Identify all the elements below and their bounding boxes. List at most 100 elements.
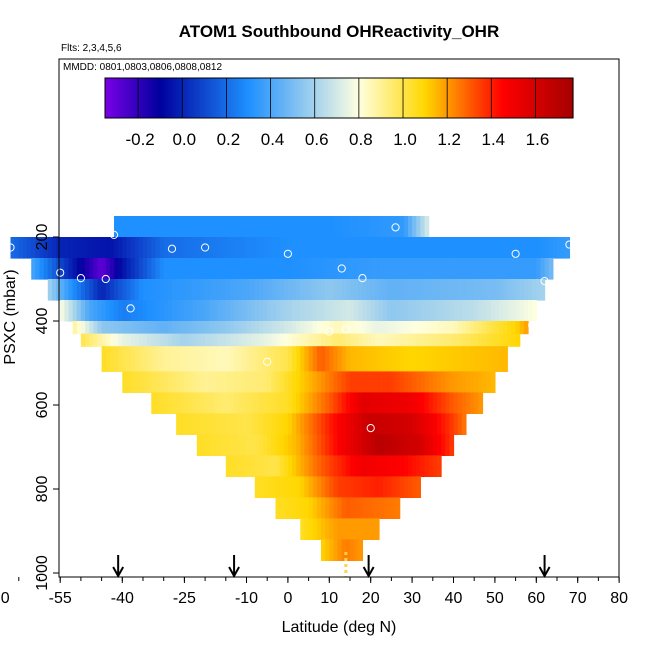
heatmap-cell (354, 518, 359, 540)
heatmap-cell (308, 216, 314, 238)
heatmap-cell (279, 279, 285, 301)
flight-marker (461, 454, 471, 463)
heatmap-cell (246, 392, 252, 414)
heatmap-cell (378, 216, 384, 238)
heatmap-cell (321, 279, 326, 301)
heatmap-cell (532, 300, 537, 322)
heatmap-cell (378, 392, 384, 414)
heatmap-cell (354, 413, 359, 435)
heatmap-cell (399, 216, 405, 238)
heatmap-cell (97, 258, 103, 280)
colorbar-swatch (553, 78, 556, 118)
heatmap-cell (329, 392, 335, 414)
heatmap-cell (350, 497, 355, 519)
heatmap-cell (321, 497, 326, 519)
heatmap-cell (341, 237, 347, 259)
heatmap-cell (486, 371, 492, 393)
colorbar-swatch (171, 78, 175, 118)
heatmap-cell (478, 346, 484, 372)
heatmap-cell (436, 413, 442, 435)
heatmap-cell (308, 476, 314, 498)
heatmap-cell (271, 476, 277, 498)
heatmap-cell (366, 455, 372, 477)
heatmap-cell (126, 300, 132, 322)
heatmap-cell (325, 237, 330, 259)
heatmap-cell (167, 346, 173, 372)
heatmap-cell (250, 258, 256, 280)
heatmap-cell (333, 371, 339, 393)
colorbar-swatch (129, 78, 133, 118)
heatmap-cell (436, 455, 442, 477)
heatmap-cell (105, 333, 111, 347)
heatmap-cell (180, 346, 185, 372)
heatmap-cell (134, 371, 140, 393)
heatmap-cell (445, 333, 450, 347)
colorbar-swatch (173, 78, 177, 118)
heatmap-cell (225, 371, 231, 393)
heatmap-cell (209, 413, 214, 435)
heatmap-cell (225, 346, 231, 372)
heatmap-cell (312, 346, 318, 372)
heatmap-cell (333, 279, 339, 301)
heatmap-cell (350, 216, 355, 238)
heatmap-cell (184, 279, 190, 301)
heatmap-cell (171, 258, 177, 280)
heatmap-cell (428, 392, 434, 414)
heatmap-cell (287, 237, 293, 259)
heatmap-cell (279, 497, 285, 519)
heatmap-cell (499, 321, 504, 335)
heatmap-cell (97, 279, 103, 301)
colorbar-swatch (217, 78, 221, 118)
heatmap-cell (358, 216, 364, 238)
heatmap-cell (395, 216, 401, 238)
colorbar-swatch (372, 78, 375, 118)
heatmap-cell (47, 279, 53, 301)
heatmap-cell (300, 333, 306, 347)
colorbar-swatch (555, 78, 559, 118)
heatmap-cell (416, 434, 421, 456)
heatmap-cell (151, 333, 157, 347)
heatmap-cell (482, 300, 488, 322)
heatmap-cell (453, 300, 459, 322)
heatmap-cell (370, 216, 376, 238)
heatmap-cell (378, 346, 384, 372)
heatmap-cell (345, 434, 351, 456)
heatmap-cell (176, 413, 181, 435)
colorbar-tick-label: 0.2 (217, 130, 241, 149)
heatmap-cell (180, 413, 185, 435)
heatmap-cell (312, 371, 318, 393)
heatmap-cell (229, 455, 235, 477)
colorbar-swatch (414, 78, 417, 118)
heatmap-cell (234, 371, 239, 393)
colorbar-swatch (374, 78, 378, 118)
colorbar-swatch (431, 78, 435, 118)
heatmap-cell (258, 321, 264, 335)
heatmap-cell (416, 392, 421, 414)
heatmap-cell (263, 392, 268, 414)
colorbar-swatch (235, 78, 239, 118)
heatmap-cell (378, 237, 384, 259)
heatmap-cell (325, 455, 330, 477)
colorbar-swatch (559, 78, 563, 118)
heatmap-cell (494, 237, 500, 259)
heatmap-cell (403, 434, 409, 456)
heatmap-cell (424, 321, 430, 335)
heatmap-cell (436, 371, 442, 393)
heatmap-cell (416, 455, 421, 477)
heatmap-cell (341, 455, 347, 477)
heatmap-cell (453, 392, 459, 414)
heatmap-cell (279, 371, 285, 393)
heatmap-cell (445, 279, 450, 301)
heatmap-cell (325, 371, 330, 393)
heatmap-cell (345, 497, 351, 519)
heatmap-cell (130, 346, 136, 372)
axes: -70-55-40-25-100102030405060708020040060… (0, 58, 628, 607)
heatmap-cell (420, 300, 426, 322)
heatmap-cell (114, 321, 119, 335)
heatmap-cell (362, 518, 368, 540)
heatmap-cell (101, 279, 107, 301)
heatmap-cell (192, 333, 198, 347)
heatmap-cell (457, 279, 463, 301)
heatmap-cell (461, 346, 467, 372)
heatmap-cell (300, 258, 306, 280)
